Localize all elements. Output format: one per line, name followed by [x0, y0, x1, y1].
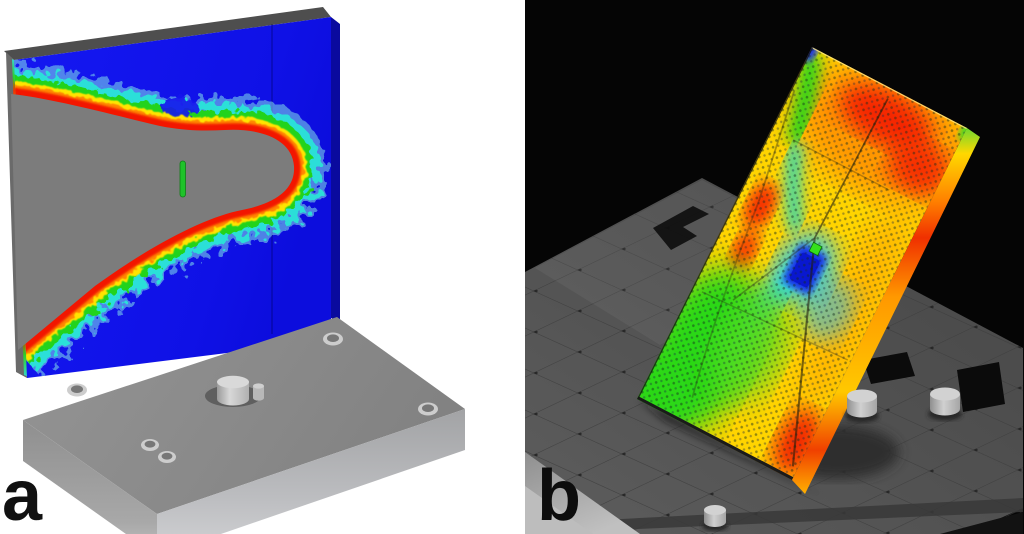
base-plate	[23, 317, 465, 534]
plate-top-face	[4, 7, 331, 60]
plate-right-face	[331, 17, 340, 322]
platform-notch	[653, 206, 709, 250]
panel-b-label: b	[537, 456, 581, 534]
scan-plate-side-face	[792, 128, 980, 494]
fixture-recess	[957, 362, 1005, 412]
crease-lines	[691, 89, 890, 467]
scan-points-overlay	[636, 47, 967, 481]
floor-front-edge	[525, 498, 1023, 534]
locating-pegs	[702, 387, 962, 531]
panel-b: b	[525, 0, 1024, 534]
green-reference-marker	[179, 160, 186, 198]
scan-plate	[636, 47, 967, 481]
base-front-left-face	[23, 420, 157, 534]
central-boss	[205, 375, 264, 407]
panel-a-render	[4, 7, 465, 534]
spray-shadow-wedge	[11, 94, 295, 350]
base-top-face	[23, 317, 465, 514]
panel-a-label: a	[2, 456, 43, 534]
panel-b-render	[525, 0, 1024, 534]
green-fiducial-marker	[808, 241, 823, 257]
panel-a: a	[2, 7, 465, 534]
bolt-holes	[67, 332, 438, 463]
fixture-recess	[863, 352, 915, 384]
base-front-right-face	[157, 409, 465, 534]
